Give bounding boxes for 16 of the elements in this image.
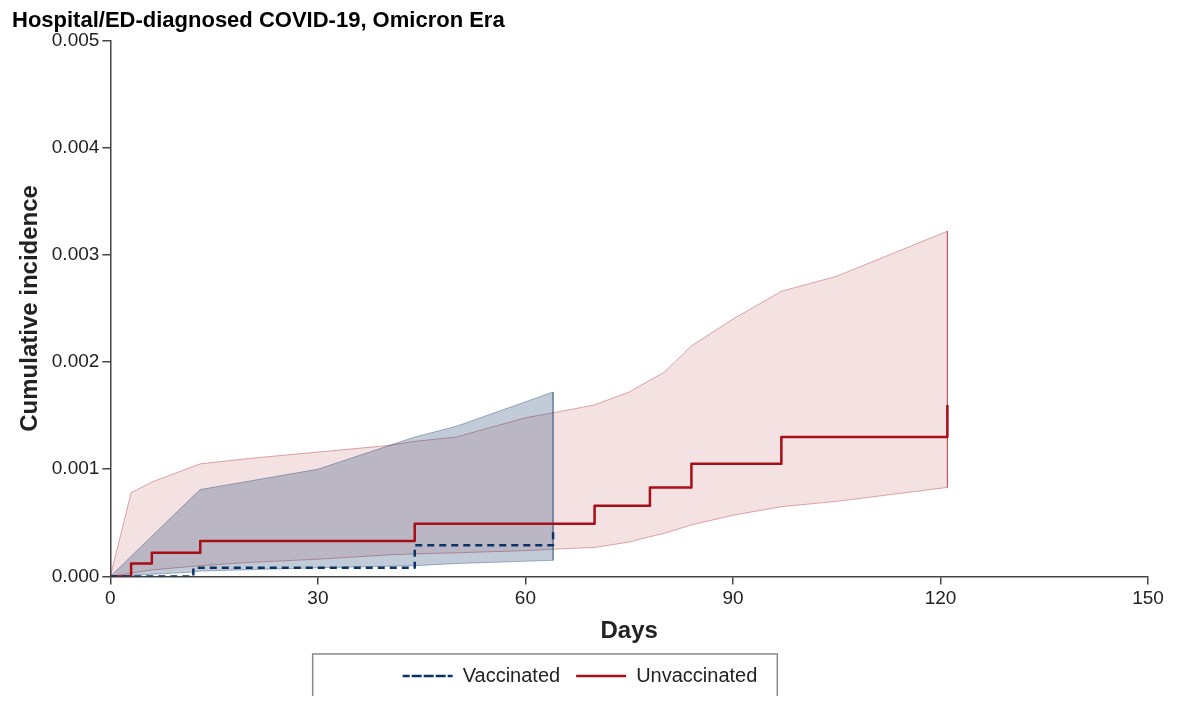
legend-label: Vaccinated [462,663,561,686]
x-tick-label: 120 [924,587,957,609]
y-axis-title: Cumulative incidence [15,185,43,432]
x-tick-label: 60 [514,587,536,609]
y-tick-label: 0.002 [51,350,100,372]
legend-label: Unvaccinated [636,663,758,686]
x-tick-label: 30 [307,587,329,609]
x-axis-title: Days [600,616,658,644]
y-tick-label: 0.003 [51,243,100,265]
y-tick-label: 0.004 [51,135,100,157]
y-tick-label: 0.001 [51,457,100,479]
x-tick-label: 90 [722,587,744,609]
chart-title: Hospital/ED-diagnosed COVID-19, Omicron Era [12,7,506,33]
y-tick-label: 0.000 [51,564,100,586]
x-tick-label: 0 [105,587,116,609]
x-tick-label: 150 [1132,587,1164,609]
